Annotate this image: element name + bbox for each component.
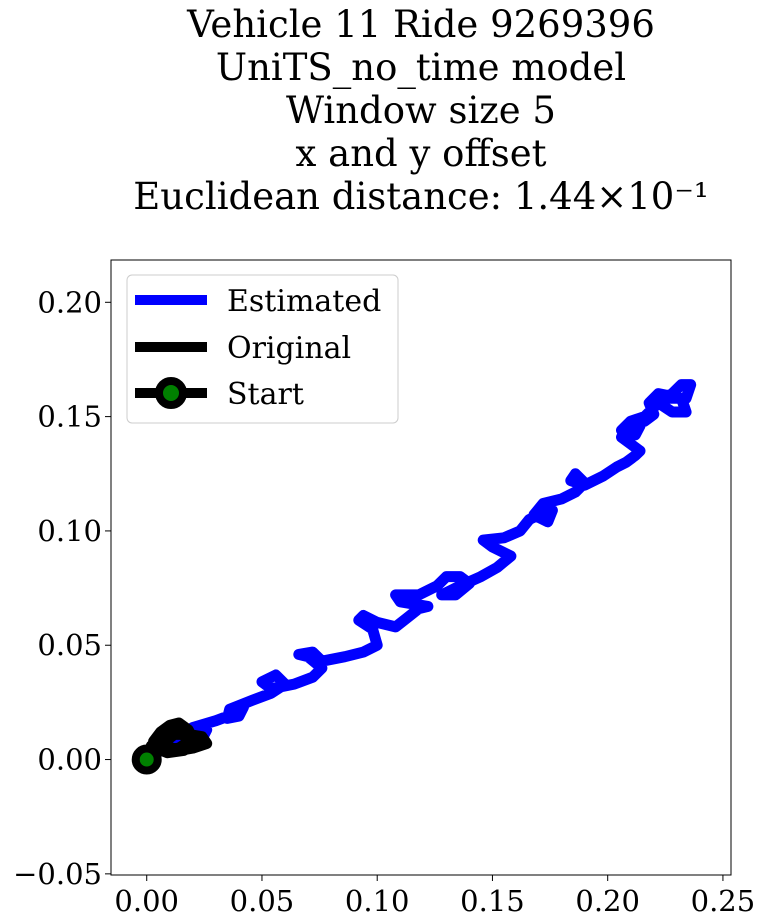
- legend-label-start: Start: [227, 377, 304, 412]
- legend-box: [126, 274, 399, 424]
- title-line-1: Vehicle 11 Ride 9269396: [186, 3, 655, 46]
- y-tick-label: −0.05: [13, 857, 102, 891]
- title-line-5: Euclidean distance: 1.44×10⁻¹: [133, 175, 708, 218]
- y-tick-label: 0.15: [37, 400, 102, 434]
- x-tick-label: 0.00: [114, 884, 179, 918]
- x-tick-label: 0.15: [460, 884, 525, 918]
- start-marker: [131, 744, 162, 775]
- title-line-2: UniTS_no_time model: [216, 46, 626, 90]
- legend-label-estimated: Estimated: [227, 284, 381, 319]
- chart-title: Vehicle 11 Ride 9269396 UniTS_no_time mo…: [133, 3, 708, 218]
- y-axis: −0.05 0.00 0.05 0.10 0.15 0.20: [13, 285, 111, 891]
- x-tick-label: 0.25: [691, 884, 756, 918]
- series-layer: [141, 379, 697, 765]
- x-tick-label: 0.20: [575, 884, 640, 918]
- series-line-original: [141, 717, 213, 765]
- y-tick-label: 0.05: [37, 628, 102, 662]
- x-axis: 0.00 0.05 0.10 0.15 0.20 0.25: [114, 875, 755, 918]
- start-layer: [131, 744, 162, 775]
- y-tick-label: 0.00: [37, 743, 102, 777]
- x-tick-label: 0.05: [230, 884, 295, 918]
- y-tick-label: 0.20: [37, 285, 102, 319]
- x-tick-label: 0.10: [345, 884, 410, 918]
- series-line-estimated: [141, 379, 697, 765]
- legend-swatch-start-marker: [155, 377, 187, 409]
- y-tick-label: 0.10: [37, 514, 102, 548]
- legend-label-original: Original: [227, 331, 351, 366]
- title-line-4: x and y offset: [296, 132, 547, 175]
- title-line-3: Window size 5: [286, 89, 556, 132]
- legend: Estimated Original Start: [126, 274, 399, 424]
- plot-frame: [110, 259, 732, 876]
